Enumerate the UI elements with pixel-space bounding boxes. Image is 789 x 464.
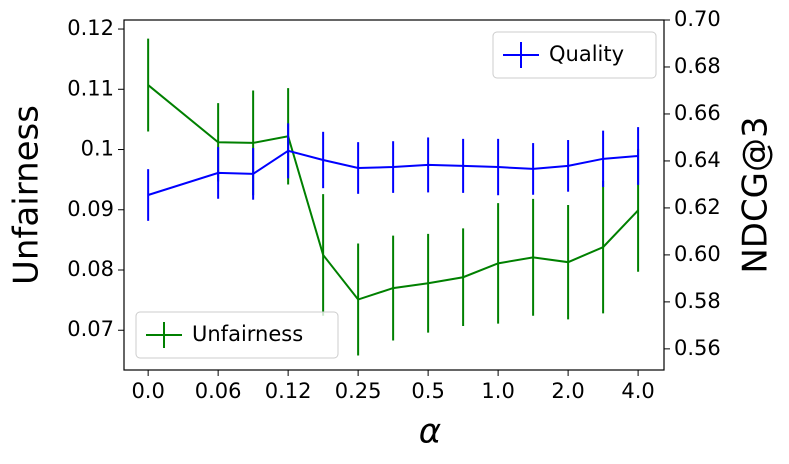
y2-tick-label: 0.56 [674, 336, 721, 360]
y2-tick-label: 0.62 [674, 195, 721, 219]
legend-box [135, 311, 339, 359]
legend-label: Unfairness [192, 322, 303, 346]
series-line [147, 149, 639, 196]
y-tick-label: 0.08 [67, 257, 114, 281]
x-tick-label: 2.0 [551, 379, 584, 403]
x-tick-label: 0.0 [131, 379, 164, 403]
y-tick-label: 0.1 [81, 137, 114, 161]
x-tick-label: 0.25 [335, 379, 382, 403]
plot-frame [123, 19, 665, 371]
x-tick-label: 0.12 [265, 379, 312, 403]
y2-tick-label: 0.70 [674, 7, 721, 31]
y2-tick-label: 0.66 [674, 101, 721, 125]
y-tick-label: 0.07 [67, 317, 114, 341]
y2-tick-label: 0.64 [674, 148, 721, 172]
y-tick-label: 0.11 [67, 76, 114, 100]
y2-tick-label: 0.58 [674, 289, 721, 313]
x-axis-label: α [419, 412, 441, 452]
y2-tick-label: 0.68 [674, 54, 721, 78]
x-tick-label: 0.5 [411, 379, 444, 403]
y-tick-label: 0.12 [67, 16, 114, 40]
y2-tick-label: 0.60 [674, 242, 721, 266]
y2-axis-label: NDCG@3 [736, 116, 776, 273]
x-tick-label: 1.0 [481, 379, 514, 403]
x-tick-label: 4.0 [621, 379, 654, 403]
y-axis-label: Unfairness [7, 105, 47, 285]
legend-label: Quality [549, 42, 624, 66]
x-tick-label: 0.06 [195, 379, 242, 403]
series-line [147, 84, 639, 301]
y-tick-label: 0.09 [67, 197, 114, 221]
legend-box [492, 31, 657, 79]
